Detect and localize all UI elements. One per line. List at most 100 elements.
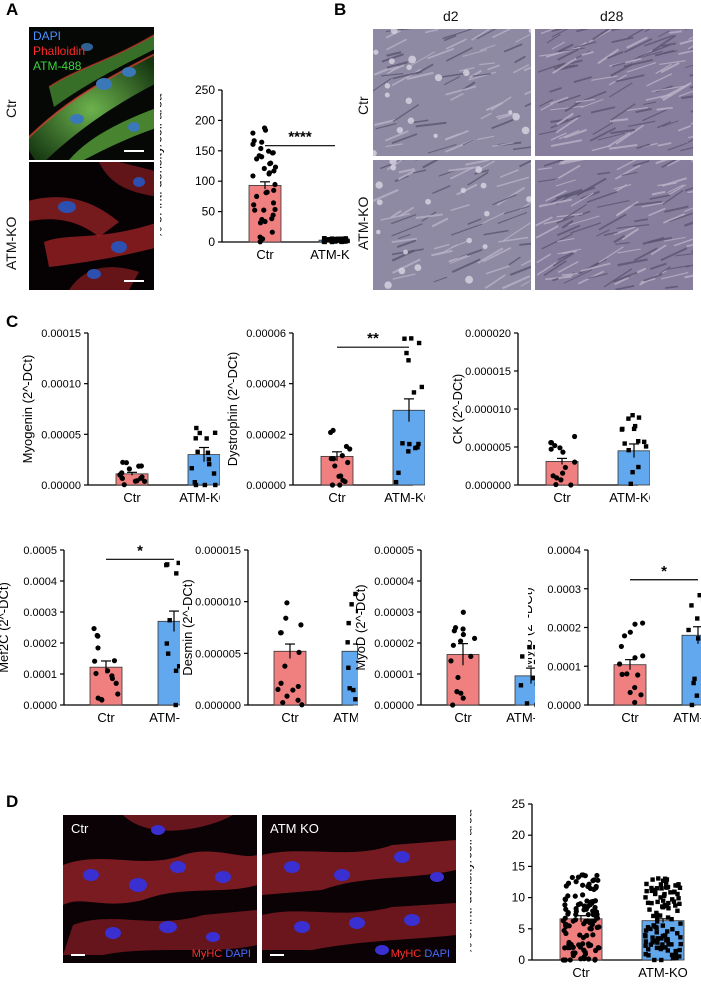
data-point [643, 928, 649, 933]
y-tick-label: 15 [512, 859, 526, 873]
data-point [677, 901, 682, 907]
data-point [644, 881, 649, 887]
data-point [347, 686, 352, 691]
data-point [93, 670, 99, 677]
data-point [648, 942, 654, 947]
y-tick-label: 10 [512, 891, 526, 905]
data-point [643, 943, 648, 948]
data-point [675, 891, 680, 897]
data-point [636, 438, 641, 444]
data-point [345, 459, 351, 466]
data-point [595, 877, 601, 883]
data-point [670, 897, 675, 902]
data-point [628, 481, 633, 487]
data-point [400, 441, 405, 446]
data-point [141, 478, 148, 484]
data-point [533, 659, 535, 665]
data-point [192, 480, 197, 485]
y-tick-label: 0.000015 [195, 545, 241, 557]
data-point [652, 957, 657, 963]
data-point [592, 957, 598, 963]
data-point [295, 697, 301, 703]
data-point [649, 885, 654, 891]
data-point [333, 236, 338, 242]
data-point [654, 919, 660, 924]
data-point [659, 945, 665, 950]
data-point [654, 913, 659, 918]
data-point [193, 482, 199, 488]
x-tick-label: Ctr [281, 710, 299, 725]
data-point [119, 475, 125, 482]
data-point [290, 687, 296, 693]
data-point [672, 890, 677, 895]
data-point [91, 625, 97, 632]
data-point [263, 190, 269, 196]
y-tick-label: 0.0001 [23, 669, 57, 681]
data-point [586, 881, 592, 887]
y-tick-label: 0.0005 [23, 545, 57, 557]
x-tick-label: ATM-KO [384, 490, 425, 505]
data-point [566, 939, 572, 946]
data-point [655, 939, 660, 944]
data-point [176, 664, 180, 669]
data-point [296, 649, 302, 656]
data-point [643, 951, 648, 957]
data-point [677, 947, 682, 953]
data-point [92, 658, 98, 664]
chart-c-myod: 0.00000 0.00001 0.00002 0.00003 0.00004 0.000… [355, 545, 535, 725]
image-legend-d-atmko: MyHC DAPI [391, 948, 450, 960]
significance-label: * [661, 563, 667, 580]
data-point [164, 641, 170, 646]
row-label-a-atmko: ATM-KO [3, 216, 19, 270]
data-point [333, 239, 338, 244]
x-tick-label: Ctr [572, 965, 590, 980]
data-point [563, 883, 569, 889]
data-point [250, 130, 256, 136]
data-point [675, 883, 680, 888]
data-point [527, 644, 532, 650]
column-label-d2: d2 [443, 8, 459, 24]
data-point [457, 638, 464, 644]
fluorescence-atmko-image [29, 162, 154, 290]
data-point [630, 469, 635, 475]
data-point [204, 436, 209, 441]
data-point [567, 957, 573, 963]
data-point [195, 449, 200, 455]
data-point [662, 933, 668, 938]
data-point [250, 173, 256, 179]
y-tick-label: 25 [512, 797, 526, 811]
data-point [257, 234, 263, 240]
data-point [627, 629, 633, 635]
data-point [632, 655, 638, 661]
y-tick-label: 0.00005 [374, 545, 414, 557]
data-point [164, 562, 169, 568]
data-point [261, 125, 268, 131]
data-point [570, 944, 576, 950]
phase-image-atmko-d28 [535, 160, 693, 290]
y-axis-label: % of int. density/cell area [470, 809, 475, 954]
data-point [635, 672, 641, 678]
phase-image-ctr-d2 [373, 29, 531, 156]
data-point [531, 675, 535, 681]
data-point [654, 930, 659, 935]
data-point [627, 689, 633, 696]
data-point [651, 923, 656, 928]
data-point [642, 932, 648, 938]
data-point [670, 927, 675, 932]
y-tick-label: 0.00005 [41, 429, 81, 441]
data-point [669, 916, 674, 922]
y-tick-label: 0.000005 [465, 442, 511, 454]
data-point [648, 926, 653, 932]
data-point [621, 633, 628, 639]
data-point [282, 663, 288, 669]
data-point [272, 181, 278, 188]
data-point [588, 899, 595, 905]
data-point [402, 336, 407, 341]
microscopy-image-a-ctr: DAPI Phalloidin ATM-488 [29, 27, 154, 160]
data-point [284, 600, 290, 606]
data-point [584, 932, 590, 939]
data-point [109, 673, 115, 679]
data-point [329, 482, 336, 488]
data-point [572, 950, 578, 956]
legend-atm488: ATM-488 [33, 59, 82, 73]
